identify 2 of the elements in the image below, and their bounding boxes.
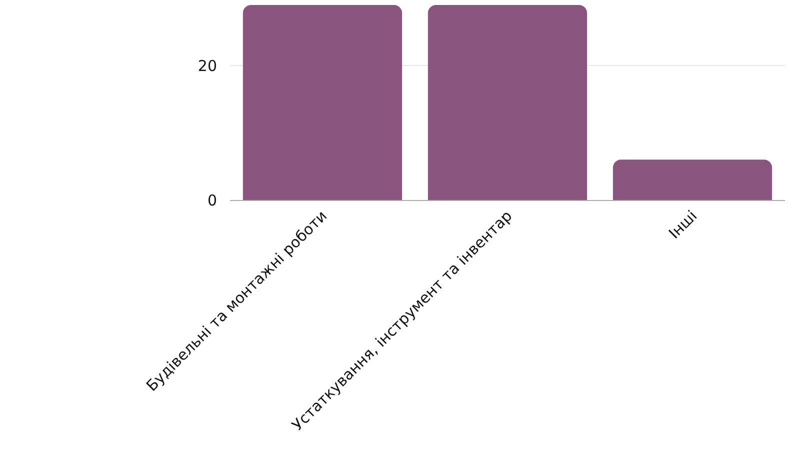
y-tick-label: 0 bbox=[207, 191, 217, 210]
y-tick-label: 20 bbox=[198, 56, 217, 75]
